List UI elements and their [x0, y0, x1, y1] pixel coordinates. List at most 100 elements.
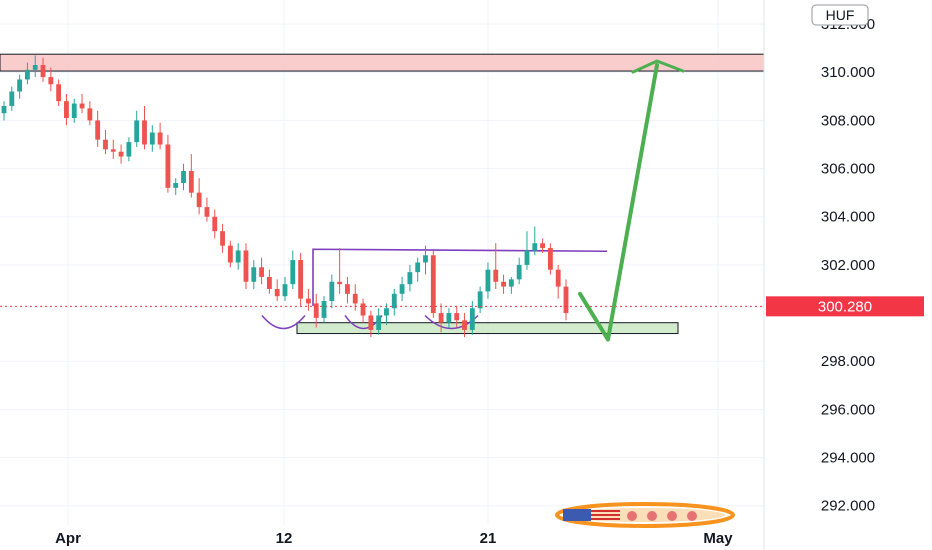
candle — [438, 303, 444, 333]
candle — [547, 243, 553, 275]
price-tick-label: 306.000 — [821, 161, 875, 178]
candle — [345, 276, 350, 304]
candle — [508, 276, 514, 294]
candle — [110, 139, 116, 159]
candle — [165, 134, 171, 193]
price-tick-label: 302.000 — [821, 257, 875, 274]
price-axis: 312.000310.000308.000306.000304.000302.0… — [821, 16, 875, 515]
candle — [485, 262, 491, 299]
candle — [423, 245, 428, 275]
candle — [48, 67, 54, 92]
candle — [384, 303, 389, 326]
candle — [251, 260, 257, 289]
price-tick-label: 296.000 — [821, 401, 875, 418]
candle — [337, 248, 343, 294]
projection-arrow — [578, 63, 659, 342]
candle — [220, 223, 225, 253]
candle — [313, 293, 319, 328]
bottom-arc — [261, 315, 306, 330]
candle — [1, 101, 7, 121]
candle — [95, 110, 101, 147]
price-axis-panel[interactable] — [764, 0, 932, 525]
candle — [87, 101, 93, 126]
neckline — [312, 248, 608, 306]
candle — [563, 279, 569, 321]
price-tick-label: 292.000 — [821, 498, 875, 515]
time-tick-label: Apr — [55, 530, 81, 547]
candle — [40, 57, 46, 82]
candle — [321, 296, 327, 323]
candle — [134, 110, 140, 147]
candle — [32, 55, 38, 78]
candle — [142, 105, 147, 150]
candle — [188, 154, 194, 198]
candle — [103, 130, 108, 155]
candle — [516, 257, 522, 285]
support-zone — [296, 322, 679, 335]
candle — [469, 301, 475, 335]
candle — [391, 288, 397, 316]
time-axis: Apr 12 21 May — [55, 530, 733, 547]
candle — [243, 243, 249, 289]
candles — [1, 55, 569, 338]
candle — [149, 125, 155, 152]
candle — [477, 286, 483, 314]
candle — [227, 240, 233, 268]
candle — [540, 238, 546, 253]
candle — [64, 93, 69, 126]
candle — [9, 86, 15, 111]
price-tick-label: 304.000 — [821, 209, 875, 226]
candle — [430, 250, 436, 318]
candle — [157, 122, 163, 150]
candle — [368, 310, 374, 338]
candle — [173, 178, 179, 196]
watermark-logo — [555, 502, 735, 528]
candle — [181, 163, 186, 191]
time-tick-label: 21 — [480, 530, 497, 547]
candle — [555, 264, 561, 299]
resistance-zone — [0, 53, 765, 72]
current-price-badge — [766, 296, 924, 317]
candle — [298, 252, 304, 306]
candle — [212, 209, 218, 239]
candle — [446, 308, 452, 328]
candle — [329, 274, 335, 309]
price-tick-label: 308.000 — [821, 112, 875, 129]
projection-arrow-head — [631, 59, 685, 74]
time-tick-label: 12 — [276, 530, 293, 547]
chart-grid — [0, 0, 764, 525]
candle — [274, 279, 280, 302]
candle — [415, 257, 421, 282]
candle — [407, 264, 413, 292]
candle — [126, 137, 132, 162]
candle — [17, 74, 23, 99]
candle — [532, 226, 538, 256]
current-price-label: 300.280 — [818, 298, 872, 315]
price-tick-label: 310.000 — [821, 64, 875, 81]
candle — [56, 79, 62, 106]
candle — [454, 305, 460, 328]
currency-badge[interactable] — [811, 4, 869, 26]
candle — [266, 269, 272, 294]
candle — [360, 298, 366, 323]
candle — [118, 144, 124, 164]
candle — [79, 93, 85, 114]
price-tick-label: 298.000 — [821, 353, 875, 370]
currency-label: HUF — [826, 7, 855, 23]
candle — [462, 313, 467, 338]
candle — [524, 231, 530, 270]
price-tick-label: 294.000 — [821, 450, 875, 467]
candle — [196, 178, 202, 215]
candle — [204, 197, 210, 222]
candle — [305, 288, 311, 311]
candle — [259, 257, 265, 285]
candle — [290, 250, 296, 289]
candle — [235, 243, 241, 270]
candle — [399, 276, 405, 302]
candle — [501, 274, 506, 294]
candle — [493, 243, 499, 289]
candle — [71, 98, 77, 123]
time-tick-label: May — [703, 530, 733, 547]
candle — [376, 308, 382, 335]
